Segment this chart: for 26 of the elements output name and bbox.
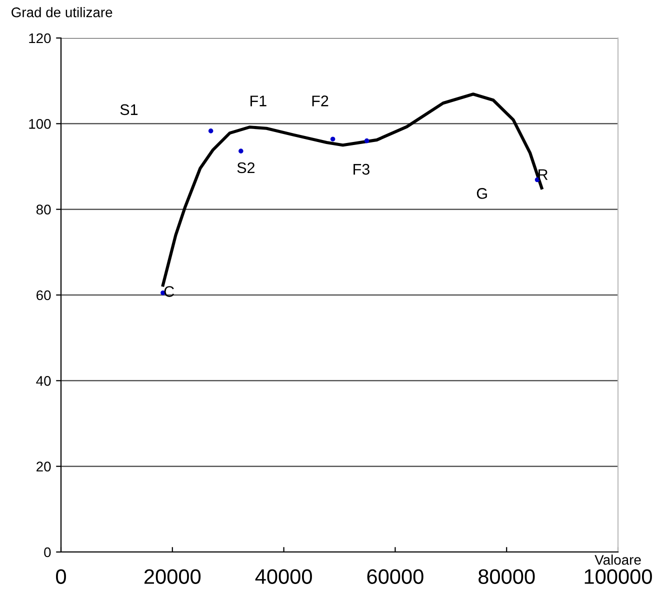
y-tick-label: 0 <box>44 547 51 558</box>
y-tick-label: 40 <box>36 376 51 386</box>
y-tick-label: 60 <box>36 290 51 300</box>
annotation: G <box>476 188 487 199</box>
annotation: S2 <box>237 162 254 174</box>
annotation: S1 <box>120 104 138 116</box>
annotation: F3 <box>354 164 370 175</box>
x-tick-label: 80000 <box>478 569 535 584</box>
x-tick-label: 0 <box>56 569 66 584</box>
point <box>364 138 370 144</box>
y-tick-label: 120 <box>29 33 51 44</box>
point <box>208 128 214 134</box>
y-tick-label: 20 <box>36 462 51 472</box>
annotation: C <box>164 286 174 297</box>
x-tick-label: 20000 <box>144 569 201 584</box>
point <box>238 148 244 154</box>
annotation: F2 <box>312 96 328 106</box>
y-tick-label: 80 <box>36 204 51 215</box>
annotation: F1 <box>250 96 266 106</box>
x-tick-label: 100000 <box>584 569 652 584</box>
x-axis-title: Valoare <box>594 554 641 565</box>
point <box>330 136 336 142</box>
x-tick-label: 60000 <box>367 569 424 584</box>
y-axis-title: Grad de utilizare <box>12 7 112 18</box>
x-tick-label: 40000 <box>255 569 312 584</box>
y-tick-label: 100 <box>29 119 51 129</box>
